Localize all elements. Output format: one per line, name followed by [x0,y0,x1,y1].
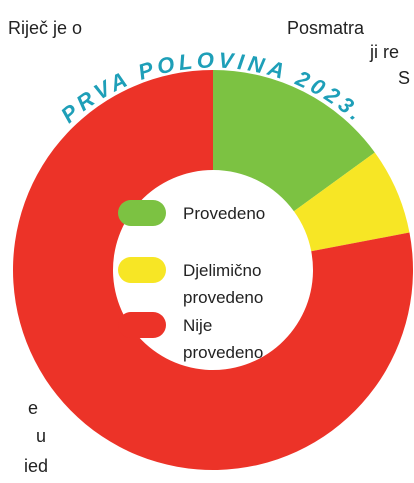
slice [213,70,375,212]
legend-swatch [118,312,166,338]
slice [293,152,410,252]
page-text: Riječ je o [8,18,82,38]
donut [12,70,413,471]
legend-swatch [118,257,166,283]
legend-label: Djelimično provedeno [183,261,263,307]
page-text: ji re [369,42,399,62]
page-text: S [398,68,410,88]
page-text: e [28,398,38,418]
legend-label: Provedeno [183,204,265,223]
page-text: ied [24,456,48,476]
legend-label: Nije provedeno [183,316,263,362]
legend-swatch [118,200,166,226]
legend: Provedeno Djelimično provedeno Nije proveden… [118,200,265,362]
page-text: Posmatra [287,18,365,38]
page-text: u [36,426,46,446]
slice [12,70,413,471]
